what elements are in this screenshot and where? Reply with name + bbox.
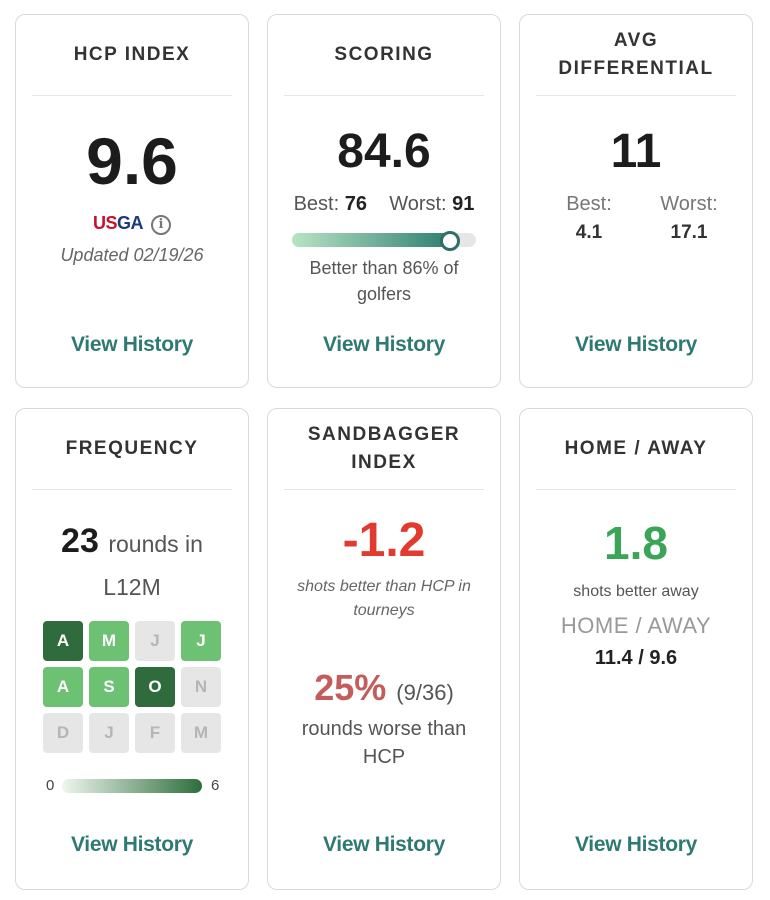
best-worst-row: Best: 76 Worst: 91: [268, 193, 500, 216]
home-away-label: HOME / AWAY: [560, 613, 712, 638]
card-title: AVG DIFFERENTIAL: [558, 30, 714, 79]
month-cell: J: [89, 713, 129, 753]
card-header: SCORING: [284, 15, 484, 96]
month-cell: O: [135, 667, 175, 707]
sandbagger-value: -1.2: [342, 514, 426, 567]
month-cell: A: [43, 621, 83, 661]
view-history-link[interactable]: View History: [574, 333, 698, 356]
card-header: AVG DIFFERENTIAL: [536, 15, 736, 96]
sandbagger-index-card: SANDBAGGER INDEX -1.2 shots better than H…: [267, 408, 501, 890]
scoring-card: SCORING 84.6 Best: 76 Worst: 91 Better t…: [267, 14, 501, 388]
info-icon[interactable]: i: [151, 214, 171, 235]
rounds-period: L12M: [103, 574, 161, 600]
updated-date: Updated 02/19/26: [60, 245, 204, 265]
usga-logo: USGA: [92, 213, 144, 233]
worst-value: 91: [452, 193, 475, 215]
worse-rounds-row: 25% (9/36): [268, 667, 500, 709]
home-away-card: HOME / AWAY 1.8 shots better away HOME /…: [519, 408, 753, 890]
worse-rounds-percent: 25%: [314, 667, 387, 708]
view-history-link[interactable]: View History: [322, 833, 446, 856]
card-title: FREQUENCY: [65, 438, 199, 459]
view-history-link[interactable]: View History: [574, 833, 698, 856]
best-label: Best:: [566, 193, 612, 215]
worst-label: Worst:: [660, 193, 718, 215]
card-header: SANDBAGGER INDEX: [284, 409, 484, 490]
month-cell: J: [135, 621, 175, 661]
card-header: HCP INDEX: [32, 15, 232, 96]
worse-rounds-count: (9/36): [396, 680, 454, 705]
best-value: 76: [344, 193, 367, 215]
card-title: SANDBAGGER INDEX: [307, 424, 461, 473]
card-title: SCORING: [334, 44, 434, 65]
worst-column: Worst: 17.1: [644, 193, 734, 244]
percentile-bar: [292, 231, 476, 251]
month-cell: M: [89, 621, 129, 661]
best-column: Best: 4.1: [544, 193, 634, 244]
month-cell: J: [181, 621, 221, 661]
home-away-subtext: shots better away: [573, 583, 699, 600]
legend-gradient-bar: [62, 779, 202, 793]
usga-row: USGA i: [16, 213, 248, 239]
rounds-count: 23: [61, 522, 99, 560]
legend-max-label: 6: [211, 777, 220, 794]
worst-value: 17.1: [670, 222, 708, 243]
hcp-index-card: HCP INDEX 9.6 USGA i Updated 02/19/26 Vie…: [15, 14, 249, 388]
sandbagger-subtext: shots better than HCP in tourneys: [297, 578, 471, 619]
home-away-values: 11.4 / 9.6: [594, 647, 678, 669]
scoring-value: 84.6: [337, 125, 431, 178]
hcp-index-value: 9.6: [86, 124, 178, 198]
home-away-value: 1.8: [604, 517, 668, 569]
best-value: 4.1: [575, 222, 603, 243]
avg-differential-card: AVG DIFFERENTIAL 11 Best: 4.1 Worst: 17.1…: [519, 14, 753, 388]
view-history-link[interactable]: View History: [322, 333, 446, 356]
rounds-suffix: rounds in: [108, 531, 203, 557]
legend-min-label: 0: [46, 777, 55, 794]
card-header: HOME / AWAY: [536, 409, 736, 490]
percentile-note: Better than 86% of golfers: [309, 258, 459, 304]
best-label: Best:: [293, 193, 340, 215]
month-cell: A: [43, 667, 83, 707]
month-cell: M: [181, 713, 221, 753]
card-title: HCP INDEX: [73, 44, 191, 65]
month-cell: F: [135, 713, 175, 753]
month-cell: S: [89, 667, 129, 707]
month-cell: N: [181, 667, 221, 707]
percentile-bar-knob: [440, 231, 461, 251]
percentile-bar-fill: [292, 233, 451, 247]
view-history-link[interactable]: View History: [70, 333, 194, 356]
differential-value: 11: [610, 125, 662, 178]
card-header: FREQUENCY: [32, 409, 232, 490]
frequency-summary: 23 rounds in L12M: [36, 521, 228, 607]
worse-rounds-note: rounds worse than HCP: [301, 718, 467, 768]
month-cell: D: [43, 713, 83, 753]
view-history-link[interactable]: View History: [70, 833, 194, 856]
worst-label: Worst:: [389, 193, 447, 215]
card-title: HOME / AWAY: [564, 438, 708, 459]
